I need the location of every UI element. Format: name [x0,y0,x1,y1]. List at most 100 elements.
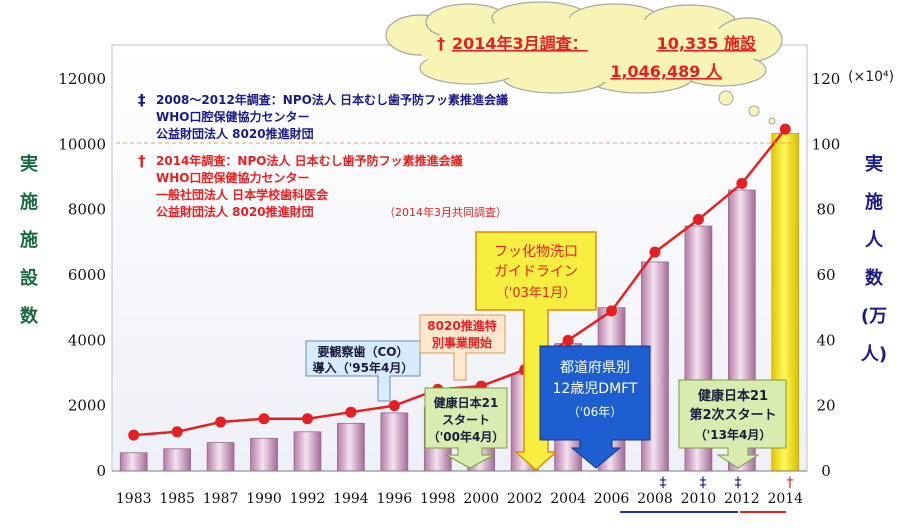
bar-1994 [337,422,365,472]
left-axis-label-char: 施 [20,229,38,251]
bar-1990 [250,437,278,472]
note-red-line-1: 2014年調査：NPO法人 日本むし歯予防フッ素推進会議 [156,153,463,168]
note-red-line-2: WHO口腔保健協力センター [156,170,309,185]
right-tick-20: 20 [816,397,835,415]
x-tick-1994: 1994 [333,491,369,507]
line-point-2014 [779,123,791,135]
right-axis-label-char: 人) [861,344,887,365]
x-tick-1983: 1983 [116,491,152,507]
line-point-1992 [301,413,313,425]
note-blue-line-2: WHO口腔保健協力センター [156,109,309,124]
right-axis-label-char: (万 [861,306,887,327]
callout-8020-project: 8020推進特 別事業開始 [419,314,506,381]
x-tick-1996: 1996 [377,491,413,507]
left-tick-2000: 2000 [68,397,106,415]
line-point-1987 [215,416,227,428]
dagger-2010: ‡ [700,475,707,491]
cloud-dagger: † [437,34,445,53]
callout-kenkou21-second: 健康日本21 第2次スタート （'13年4月） [678,379,787,469]
callout-8020-line-2: 別事業開始 [431,335,492,350]
callout-fluoride-line-2: ガイドライン [494,264,578,280]
x-tick-2014: 2014 [767,491,803,507]
left-axis-label-char: 数 [20,305,39,327]
left-tick-12000: 12000 [58,70,106,88]
right-axis-ticks: 0 20 40 60 80 100 120 [812,70,841,480]
left-tick-0: 0 [96,462,106,480]
dagger-2014: † [787,475,794,491]
x-tick-2000: 2000 [463,491,499,507]
callout-prefecture-dmft: 都道府県別 12歳児DMFT （'06年） [539,345,651,469]
bar-1983 [119,452,148,472]
line-point-1994 [345,406,357,418]
x-tick-1987: 1987 [203,491,239,507]
note-red-line-3: 一般社団法人 日本学校歯科医会 [156,187,329,202]
right-axis-label-char: 実 [865,153,883,175]
x-axis-ticks: 1983 1985 1987 1990 1992 1994 1996 1998 2000 2002… [116,491,803,507]
right-axis-unit: (×10⁴) [848,69,894,85]
x-tick-1985: 1985 [159,491,195,507]
callout-kenkou21-line-1: 健康日本21 [434,395,499,410]
line-point-1983 [128,429,140,441]
note-red-line-4: 公益財団法人 8020推進財団 [156,204,314,219]
bar-1992 [293,431,322,472]
callout-co-line-2: 導入（'95年4月） [313,360,414,375]
x-tick-2008: 2008 [637,491,673,507]
right-tick-0: 0 [821,462,831,480]
note-blue-line-3: 公益財団法人 8020推進財団 [156,126,314,141]
callout-fluoride-line-1: フッ化物洗口 [494,244,578,260]
left-tick-10000: 10000 [58,135,106,153]
callout-fluoride-line-3: （'03年1月） [496,286,576,301]
left-axis-label-char: 実 [20,153,38,175]
notes-block: ‡ 2008～2012年調査：NPO法人 日本むし歯予防フッ素推進会議 WHO口… [138,91,508,219]
right-axis-label-char: 数 [865,267,884,289]
left-axis-ticks: 0 2000 4000 6000 8000 10000 12000 [58,70,106,480]
line-point-2008 [649,246,661,258]
callout-kenkou21-second-line-3: （'13年4月） [695,427,772,442]
x-tick-1992: 1992 [290,491,326,507]
callout-co-introduction: 要観察歯（CO） 導入（'95年4月） [305,340,421,402]
x-tick-2002: 2002 [507,491,543,507]
x-tick-1990: 1990 [246,491,282,507]
note-blue-dagger: ‡ [138,91,146,109]
callout-dmft-line-2: 12歳児DMFT [552,381,637,397]
bar-1996 [380,412,409,472]
line-point-2012 [736,178,748,190]
left-axis-label-char: 施 [20,191,38,213]
x-tick-2006: 2006 [594,491,630,507]
bar-1985 [163,448,192,472]
line-point-1990 [258,413,270,425]
callout-kenkou21-second-line-2: 第2次スタート [689,407,776,423]
right-tick-120: 120 [812,70,841,88]
callout-kenkou21-line-3: （'00年4月） [428,429,505,444]
dagger-2012: ‡ [735,475,742,491]
line-point-1996 [388,400,400,412]
right-axis-label-char: 施 [865,191,883,213]
cloud-facilities: 10,335 施設 [657,34,757,53]
cloud-people: 1,046,489 人 [610,62,723,81]
callout-8020-line-1: 8020推進特 [427,318,496,333]
right-tick-100: 100 [812,135,841,153]
callout-fluoride-guideline: フッ化物洗口 ガイドライン （'03年1月） [475,231,597,472]
line-point-1985 [171,426,183,438]
right-axis-label-char: 人 [865,230,884,251]
callout-dmft-line-1: 都道府県別 [560,360,630,376]
note-red-dagger: † [138,152,146,170]
right-tick-60: 60 [816,266,835,284]
bar-1987 [206,442,235,472]
cloud-survey-label: 2014年3月調査： [452,34,588,53]
right-tick-40: 40 [816,331,835,349]
callout-dmft-line-3: （'06年） [568,405,623,419]
line-point-2004 [562,334,574,346]
note-red-suffix: （2014年3月共同調査） [384,205,507,219]
survey-cloud: † 2014年3月調査： 10,335 施設 1,046,489 人 [385,1,783,125]
callout-kenkou21-second-line-1: 健康日本21 [698,388,768,404]
right-tick-80: 80 [816,201,835,219]
left-axis-label-char: 設 [20,267,39,289]
callout-kenkou21: 健康日本21 スタート （'00年4月） [424,387,508,469]
note-blue-line-1: 2008～2012年調査：NPO法人 日本むし歯予防フッ素推進会議 [156,92,508,107]
left-tick-4000: 4000 [68,331,106,349]
x-tick-2012: 2012 [724,491,760,507]
